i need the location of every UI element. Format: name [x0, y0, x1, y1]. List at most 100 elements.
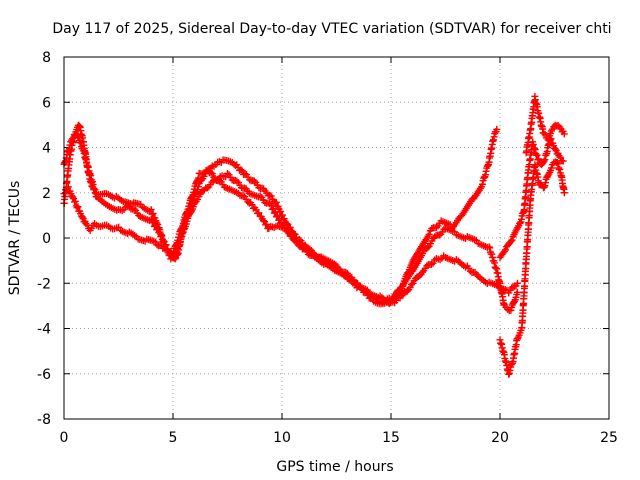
data-points — [60, 92, 568, 378]
data-point — [556, 153, 564, 161]
x-tick-label: 0 — [60, 430, 69, 446]
chart-title: Day 117 of 2025, Sidereal Day-to-day VTE… — [52, 21, 611, 37]
data-point — [435, 231, 443, 239]
y-tick-label: -6 — [37, 367, 51, 383]
series-track-c — [60, 166, 521, 307]
y-axis-label: SDTVAR / TECUs — [7, 181, 23, 296]
data-point — [147, 206, 155, 214]
data-point — [207, 168, 215, 176]
x-axis-label: GPS time / hours — [276, 459, 393, 475]
series-track-f — [522, 92, 568, 157]
data-point — [547, 164, 555, 172]
data-point — [64, 183, 72, 191]
data-point — [267, 192, 275, 200]
data-point — [256, 192, 264, 200]
x-tick-label: 25 — [600, 430, 618, 446]
data-point — [259, 217, 267, 225]
data-point — [559, 157, 567, 165]
data-point — [427, 260, 435, 268]
data-point — [419, 250, 427, 258]
data-point — [507, 237, 515, 245]
data-point — [203, 184, 211, 192]
data-point — [423, 262, 431, 270]
data-point — [466, 267, 474, 275]
data-point — [270, 223, 278, 231]
data-point — [540, 157, 548, 165]
data-point — [74, 203, 82, 211]
data-point — [208, 170, 216, 178]
data-point — [541, 130, 549, 138]
data-point — [425, 230, 433, 238]
data-point — [241, 170, 249, 178]
data-point — [274, 212, 282, 220]
data-point — [148, 210, 156, 218]
data-point — [513, 279, 521, 287]
data-point — [535, 155, 543, 163]
data-point — [541, 156, 549, 164]
data-point — [294, 239, 302, 247]
data-point — [280, 215, 288, 223]
y-tick-label: 6 — [42, 95, 51, 111]
data-point — [289, 232, 297, 240]
data-point — [533, 151, 541, 159]
data-point — [269, 205, 277, 213]
data-point — [75, 133, 83, 141]
data-point — [266, 200, 274, 208]
data-point — [513, 288, 521, 296]
data-point — [216, 177, 224, 185]
data-point — [149, 209, 157, 217]
data-point — [241, 184, 249, 192]
data-point — [277, 207, 285, 215]
data-point — [71, 197, 79, 205]
data-point — [271, 208, 279, 216]
data-point — [78, 213, 86, 221]
x-tick-label: 10 — [273, 430, 291, 446]
data-point — [554, 121, 562, 129]
data-point — [237, 166, 245, 174]
data-point — [266, 191, 274, 199]
data-point — [250, 177, 258, 185]
data-point — [513, 335, 521, 343]
data-point — [432, 223, 440, 231]
data-point — [560, 189, 568, 197]
data-point — [159, 237, 167, 245]
data-point — [150, 237, 158, 245]
data-point — [500, 247, 508, 255]
data-point — [511, 297, 519, 305]
data-point — [239, 192, 247, 200]
x-tick-label: 5 — [169, 430, 178, 446]
data-point — [69, 193, 77, 201]
data-point — [493, 125, 501, 133]
data-point — [156, 228, 164, 236]
grid-lines — [64, 57, 609, 419]
data-point — [255, 209, 263, 217]
data-point — [424, 244, 432, 252]
x-tick-label: 15 — [382, 430, 400, 446]
data-point — [429, 259, 437, 267]
x-tick-label: 20 — [491, 430, 509, 446]
data-point — [300, 244, 308, 252]
series-track-e — [496, 135, 567, 261]
y-tick-label: 2 — [42, 186, 51, 202]
data-point — [508, 236, 516, 244]
data-point — [152, 221, 160, 229]
data-point — [560, 130, 568, 138]
data-point — [304, 250, 312, 258]
data-point — [551, 145, 559, 153]
data-point — [278, 211, 286, 219]
data-point — [428, 225, 436, 233]
y-tick-label: 8 — [42, 50, 51, 66]
data-point — [233, 177, 241, 185]
data-point — [158, 232, 166, 240]
series-track-d — [496, 158, 568, 378]
series-track-b — [60, 130, 521, 315]
plot-frame — [63, 56, 610, 420]
data-point — [246, 176, 254, 184]
data-point — [77, 139, 85, 147]
tick-labels: 0 5 10 15 20 25 -8 -6 -4 -2 0 2 4 6 8 — [37, 50, 618, 446]
data-point — [540, 129, 548, 137]
data-point — [263, 220, 271, 228]
y-tick-label: -2 — [37, 276, 51, 292]
data-point — [224, 169, 231, 177]
